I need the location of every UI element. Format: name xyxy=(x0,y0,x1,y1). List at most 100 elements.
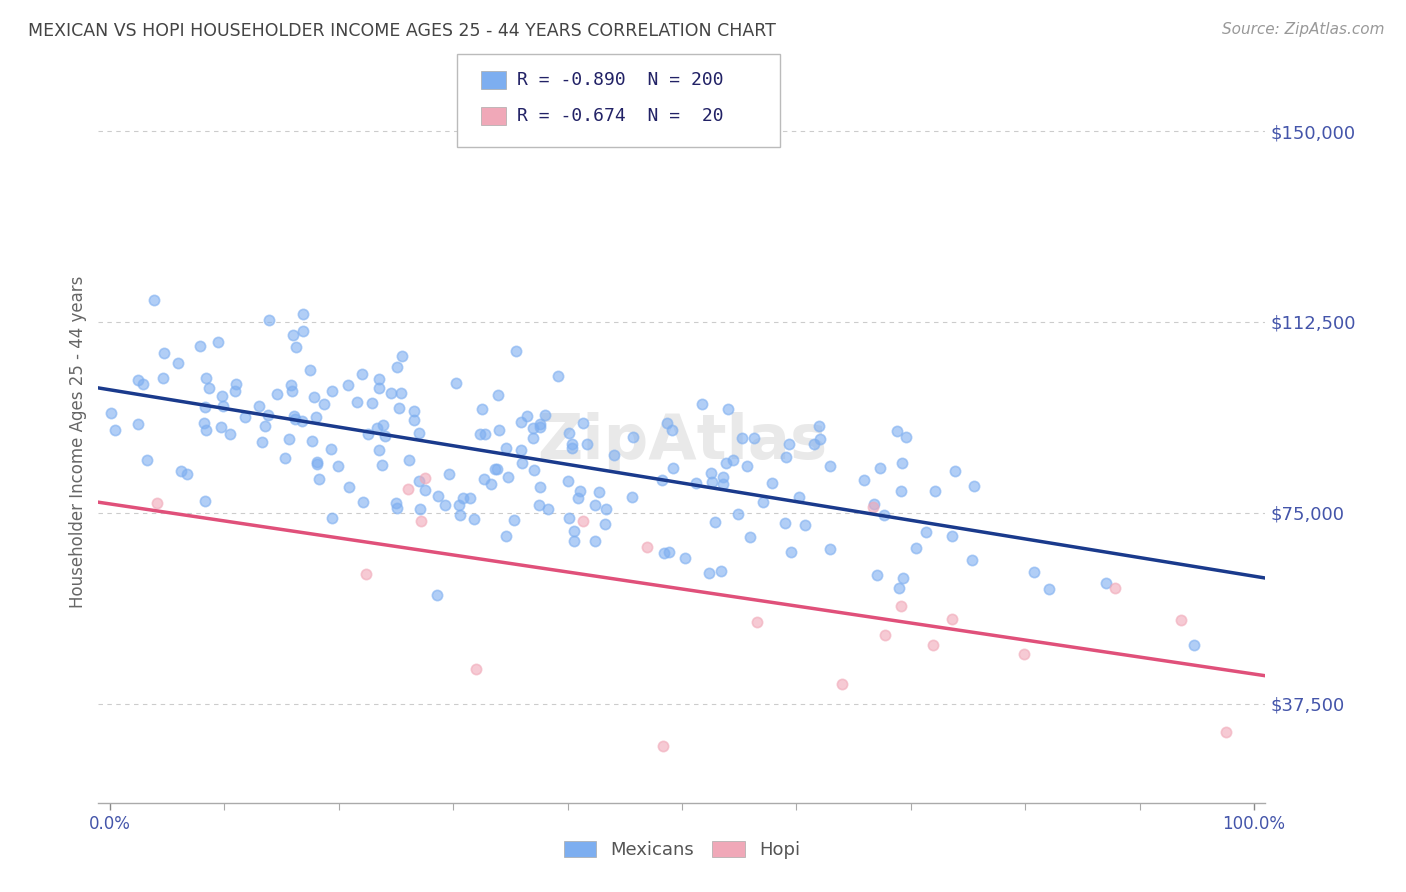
Point xyxy=(396,482,419,496)
Point xyxy=(744,431,766,445)
Point xyxy=(941,612,963,626)
Legend: Mexicans, Hopi: Mexicans, Hopi xyxy=(557,833,807,866)
Point xyxy=(941,529,963,543)
Point xyxy=(595,502,617,516)
Point xyxy=(808,432,831,446)
Point xyxy=(1215,725,1237,739)
Point xyxy=(404,404,426,418)
Point xyxy=(194,423,217,437)
Point xyxy=(266,386,288,401)
Text: Source: ZipAtlas.com: Source: ZipAtlas.com xyxy=(1222,22,1385,37)
Point xyxy=(319,442,342,457)
Point xyxy=(529,480,551,494)
Point xyxy=(387,359,409,374)
Point xyxy=(731,431,754,445)
Point xyxy=(963,479,986,493)
Point xyxy=(924,483,946,498)
Point xyxy=(328,458,350,473)
Point xyxy=(413,483,436,497)
Point xyxy=(471,401,494,416)
Point xyxy=(408,425,430,440)
Point xyxy=(510,415,533,429)
Point xyxy=(510,456,533,470)
Point xyxy=(146,496,169,510)
Point xyxy=(170,465,193,479)
Point xyxy=(820,458,842,473)
Point xyxy=(887,581,910,595)
Point xyxy=(717,402,740,417)
Point xyxy=(651,473,673,487)
Point xyxy=(562,524,585,539)
Point xyxy=(486,388,509,402)
Point xyxy=(252,434,274,449)
Point xyxy=(259,313,281,327)
Point xyxy=(307,457,329,471)
Point xyxy=(465,662,488,676)
Point xyxy=(685,476,707,491)
Point xyxy=(136,453,159,467)
Point xyxy=(367,372,389,386)
Point xyxy=(176,467,198,481)
Point xyxy=(247,399,270,413)
Point xyxy=(253,419,276,434)
Point xyxy=(290,413,312,427)
Point xyxy=(433,498,456,512)
Point xyxy=(152,370,174,384)
Point xyxy=(773,516,796,530)
Point xyxy=(603,448,626,462)
Point xyxy=(346,395,368,409)
Point xyxy=(735,458,758,473)
Point xyxy=(505,343,527,358)
Point xyxy=(495,528,517,542)
Point xyxy=(380,386,402,401)
Point xyxy=(283,409,305,423)
Point xyxy=(568,484,591,499)
Point xyxy=(281,384,304,398)
Point xyxy=(308,472,330,486)
Point xyxy=(873,508,896,522)
Point xyxy=(321,384,343,398)
Point xyxy=(869,460,891,475)
Point xyxy=(409,502,432,516)
Point xyxy=(368,443,391,458)
Point xyxy=(352,494,374,508)
Point xyxy=(314,397,336,411)
Point xyxy=(761,475,783,490)
Point xyxy=(1104,581,1126,595)
Point xyxy=(862,498,884,512)
Point xyxy=(193,416,215,430)
Point xyxy=(472,472,495,486)
Point xyxy=(474,427,496,442)
Point xyxy=(561,437,583,451)
Point xyxy=(807,419,830,434)
Text: MEXICAN VS HOPI HOUSEHOLDER INCOME AGES 25 - 44 YEARS CORRELATION CHART: MEXICAN VS HOPI HOUSEHOLDER INCOME AGES … xyxy=(28,22,776,40)
Point xyxy=(529,419,551,434)
Text: R = -0.674  N =  20: R = -0.674 N = 20 xyxy=(517,107,724,125)
Point xyxy=(700,475,723,490)
Point xyxy=(485,462,508,476)
Point xyxy=(547,369,569,384)
Point xyxy=(193,400,215,414)
Point xyxy=(711,470,734,484)
Point xyxy=(337,378,360,392)
Point xyxy=(588,484,610,499)
Point xyxy=(533,409,555,423)
Point xyxy=(188,339,211,353)
Point xyxy=(523,463,546,477)
Point xyxy=(439,467,461,481)
Point xyxy=(621,430,644,444)
Point xyxy=(745,615,768,629)
Point xyxy=(194,371,217,385)
Y-axis label: Householder Income Ages 25 - 44 years: Householder Income Ages 25 - 44 years xyxy=(69,276,87,607)
Point xyxy=(408,475,430,489)
Point xyxy=(366,421,388,435)
Point xyxy=(167,356,190,370)
Point xyxy=(402,413,425,427)
Point xyxy=(529,417,551,431)
Point xyxy=(704,516,727,530)
Point xyxy=(354,567,377,582)
Point xyxy=(738,530,761,544)
Point xyxy=(281,328,304,343)
Point xyxy=(361,395,384,409)
Point xyxy=(886,424,908,438)
